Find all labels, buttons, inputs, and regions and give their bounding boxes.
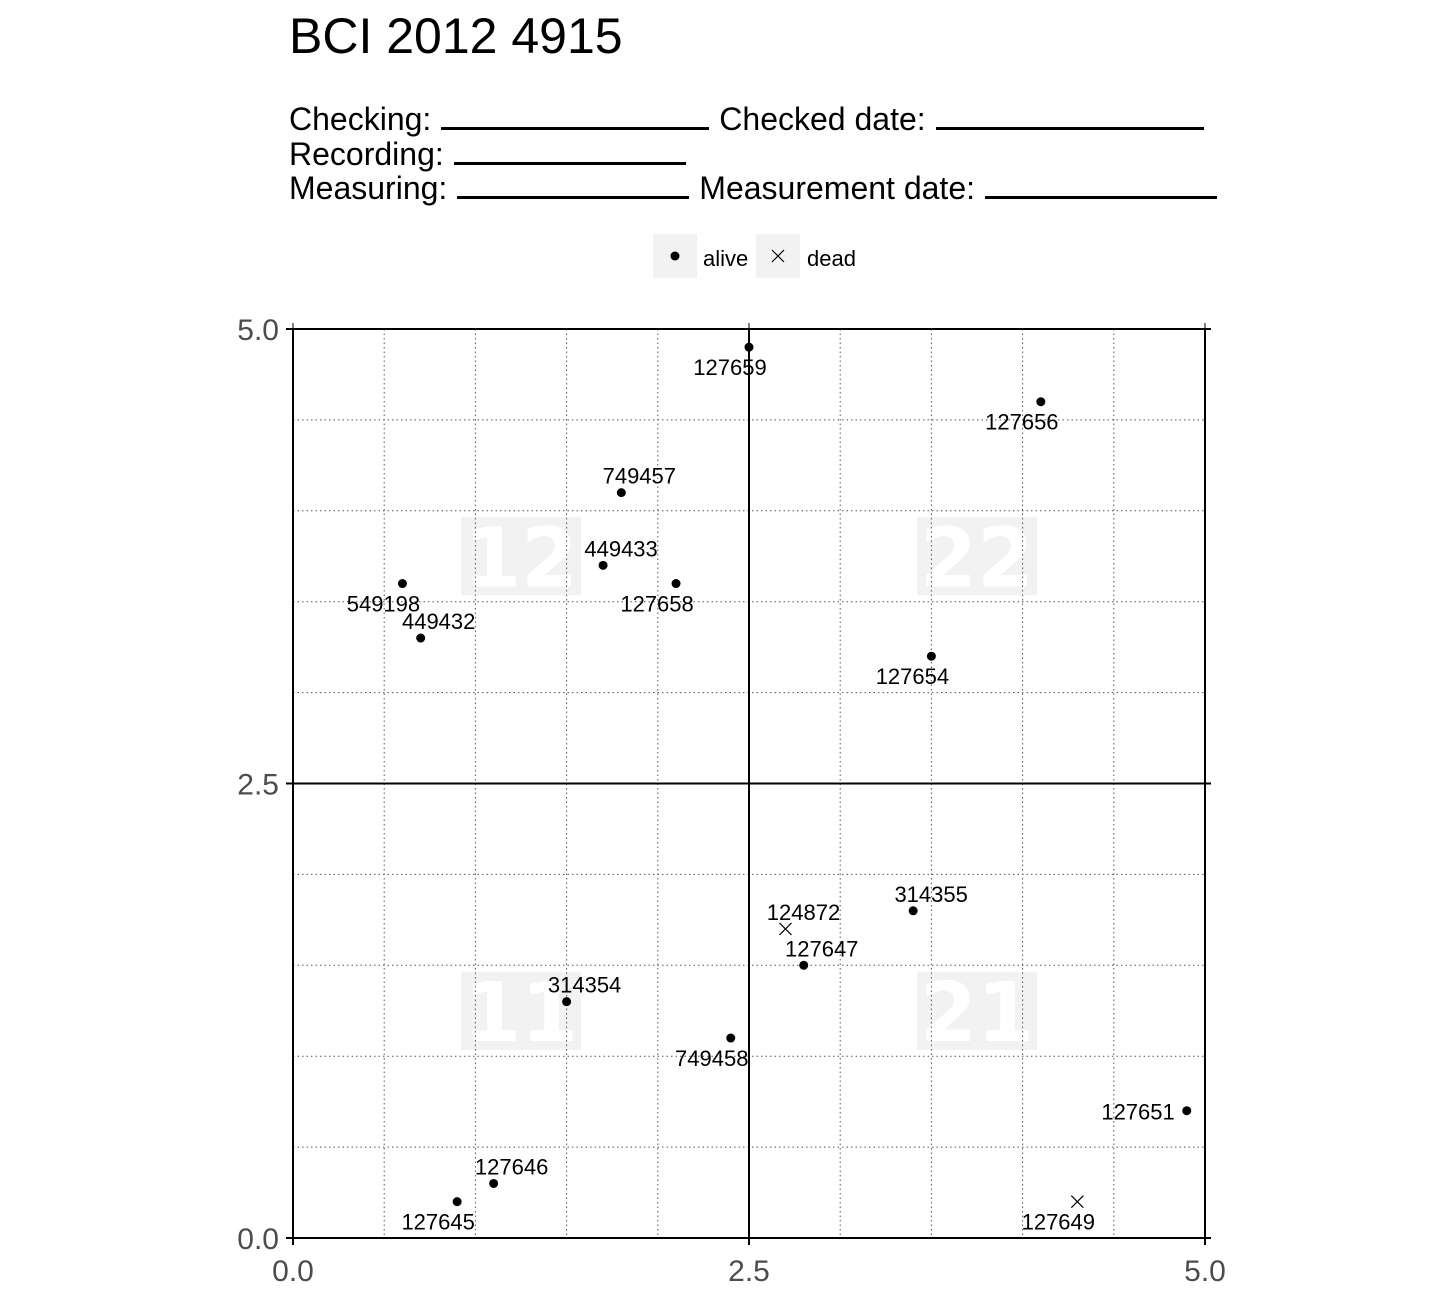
measuring-blank [457,170,690,199]
tree-tag-label: 127645 [401,1210,474,1235]
measurement-date-blank [985,170,1217,199]
y-tick-label: 0.0 [237,1223,279,1256]
alive-tree-marker [908,906,918,916]
tree-tag-label: 127659 [693,355,766,380]
tree-tag-label: 127649 [1022,1210,1095,1235]
recording-blank [453,136,686,165]
tree-tag-label: 449433 [584,536,657,561]
quadrant-label-21: 21 [920,966,1034,1061]
quadrant-bg-12 [461,517,581,596]
quadrant-label-22: 22 [920,511,1034,606]
tree-tag-label: 749457 [603,464,676,489]
alive-tree-marker [489,1178,499,1188]
tree-tag-label: 127654 [876,664,949,689]
legend-alive-marker [670,251,680,261]
y-tick-label: 5.0 [237,314,279,347]
alive-tree-marker [416,633,426,643]
alive-tree-marker [744,342,754,352]
alive-tree-marker [799,960,809,970]
tree-tag-label: 127651 [1101,1100,1174,1125]
x-tick-label: 2.5 [728,1255,770,1288]
alive-tree-marker [452,1197,462,1207]
dead-tree-marker [779,922,792,936]
y-tick-label: 2.5 [237,769,279,802]
alive-tree-marker [926,651,936,661]
recording-label: Recording: [289,136,444,172]
checking-label: Checking: [289,101,432,137]
alive-tree-marker [397,579,407,589]
tree-tag-label: 314355 [894,882,967,907]
header-line-checking: Checking: Checked date: [289,101,1214,137]
tree-tag-label: 549198 [347,592,420,617]
header-line-measuring: Measuring: Measurement date: [289,170,1227,206]
alive-tree-marker [598,560,608,570]
alive-tree-marker [562,997,572,1007]
quadrant-bg-11 [461,971,581,1050]
legend-label-alive: alive [703,246,748,271]
legend-label-dead: dead [807,246,856,271]
quadrant-label-11: 11 [464,966,578,1061]
header-line-recording: Recording: [289,136,696,172]
data-points: 127659 127656 749457 449433 549198 127658 4494… [347,342,1192,1235]
tree-tag-label: 127646 [475,1154,548,1179]
tree-tag-label: 127658 [620,592,693,617]
alive-tree-marker [616,488,626,498]
x-tick-label: 5.0 [1184,1255,1226,1288]
quadrant-bg-21 [917,971,1037,1050]
alive-tree-marker [1182,1106,1192,1116]
measurement-date-label: Measurement date: [699,170,975,206]
alive-tree-marker [1036,397,1046,407]
quadrant-bg-22 [917,517,1037,596]
alive-tree-marker [726,1033,736,1043]
tree-tag-label: 124872 [767,900,840,925]
axes: 0.0 2.5 5.0 0.0 2.5 5.0 [237,314,1226,1288]
tree-tag-label: 749458 [675,1046,748,1071]
tree-tag-label: 127656 [985,410,1058,435]
dead-tree-marker [1070,1195,1084,1209]
tree-tag-label: 314354 [548,973,621,998]
tree-tag-label: 449432 [402,609,475,634]
measuring-label: Measuring: [289,170,448,206]
x-tick-label: 0.0 [272,1255,314,1288]
tree-tag-label: 127647 [785,936,858,961]
quadrant-labels: 12 22 11 21 [461,511,1037,1061]
checking-blank [441,101,710,130]
quadrant-label-12: 12 [464,511,578,606]
alive-tree-marker [671,579,681,589]
checked-date-blank [935,101,1204,130]
checked-date-label: Checked date: [719,101,926,137]
legend-dead-marker [771,249,785,263]
legend: alive dead [653,234,856,278]
page-title: BCI 2012 4915 [289,8,623,64]
